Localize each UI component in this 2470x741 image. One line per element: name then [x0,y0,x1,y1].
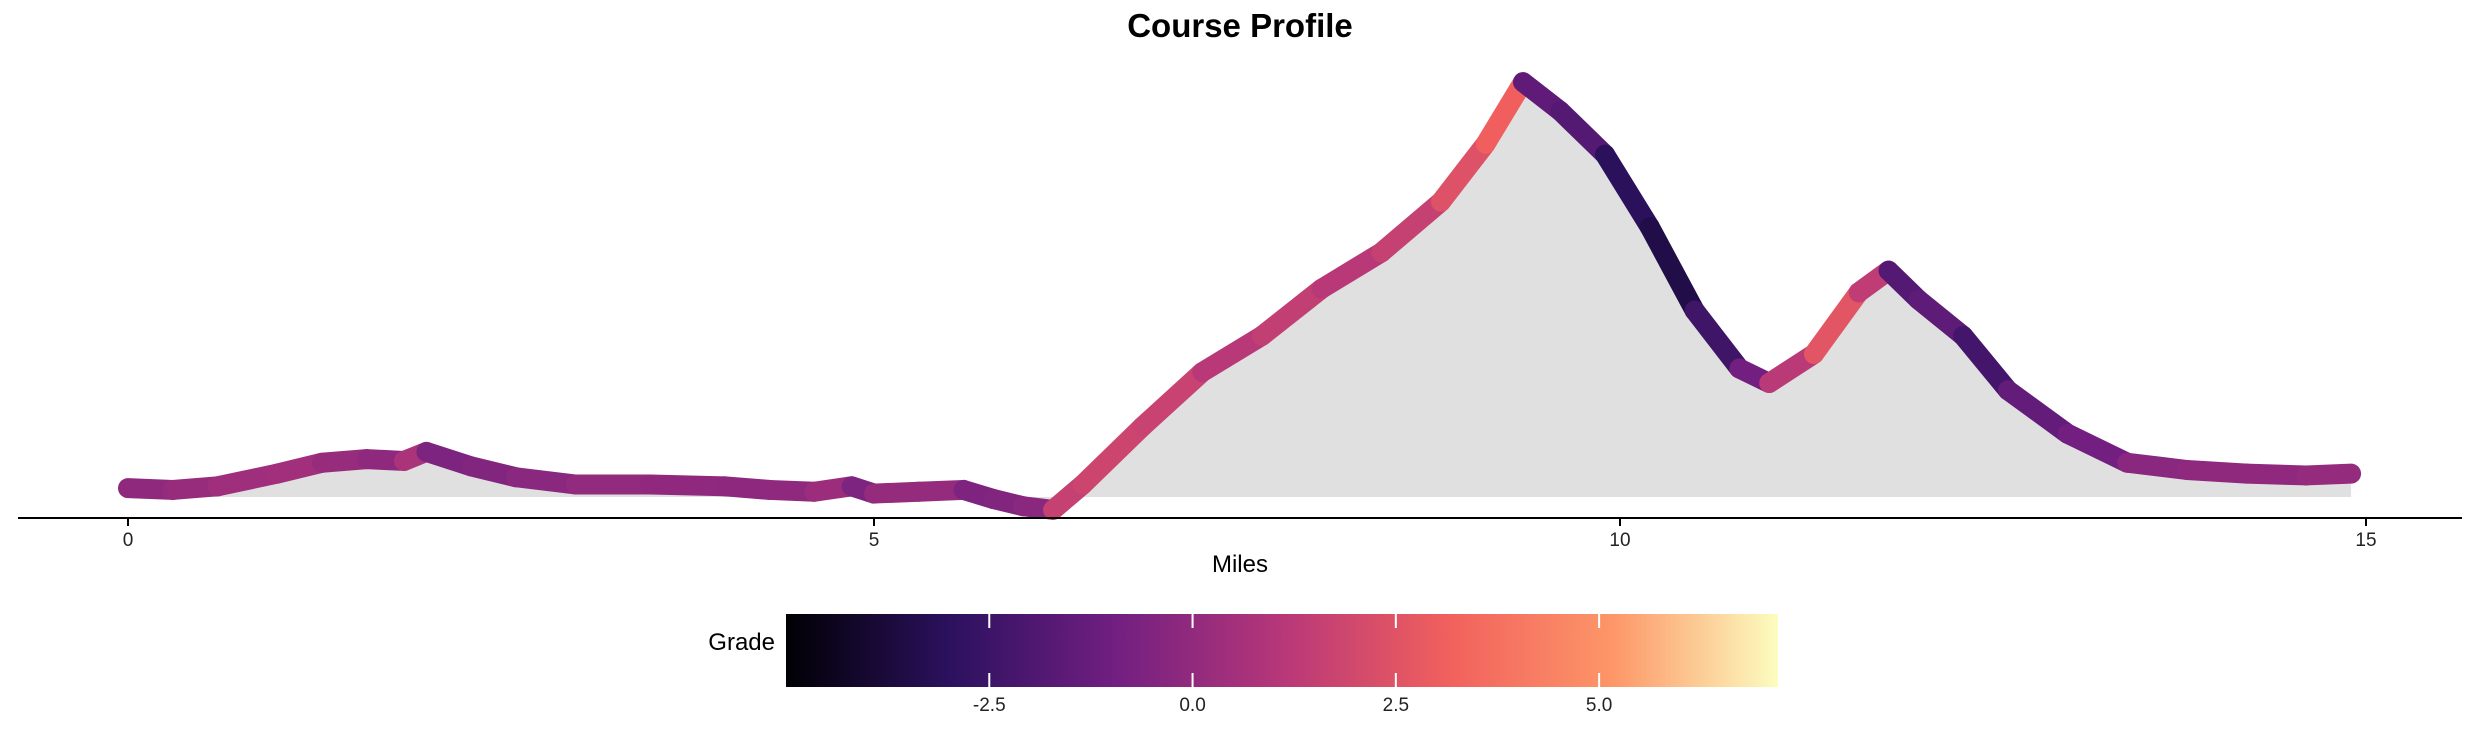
legend-title: Grade [708,629,775,656]
line-segment [1953,325,2018,401]
legend-tick-label: 2.5 [1383,695,1409,716]
line-segment [2057,423,2138,473]
line-segment [1192,325,1272,383]
line-segment [1311,242,1392,299]
x-tick-label: 0 [123,530,134,551]
x-tick-label: 15 [2355,530,2376,551]
line-segment [1371,191,1451,263]
line-segment [1251,278,1332,346]
legend-ticks: -2.5 0.0 2.5 5.0 [973,614,1612,716]
x-ticks: 0 5 10 15 [123,518,2377,551]
line-segment [1550,101,1616,165]
chart-title: Course Profile [1127,7,1353,44]
line-segment [2117,452,2197,480]
x-tick-label: 5 [869,530,880,551]
legend-tick-label: 5.0 [1586,695,1612,716]
line-segment [640,474,735,497]
legend-tick-label: -2.5 [973,695,1006,716]
x-axis-label: Miles [1212,551,1268,578]
colorbar [786,614,1778,687]
elevation-area [128,82,2352,510]
line-segment [1684,300,1750,379]
line-segment [1430,133,1496,212]
x-tick-label: 10 [1609,530,1630,551]
x-axis: 0 5 10 15 [18,517,2462,551]
line-segment [2296,463,2362,486]
plot-area [118,72,2362,520]
line-segment [1803,282,1869,364]
line-segment [1595,144,1660,238]
line-segment [1639,217,1705,321]
line-segment [1072,416,1153,495]
line-segment [207,463,288,497]
line-segment [505,467,586,495]
elevation-line [118,72,2362,520]
legend: Grade -2.5 0.0 2.5 5.0 [708,614,1778,716]
line-segment [1997,380,2078,444]
legend-tick-label: 0.0 [1179,695,1205,716]
line-segment [1132,362,1213,437]
line-segment [1475,72,1534,154]
